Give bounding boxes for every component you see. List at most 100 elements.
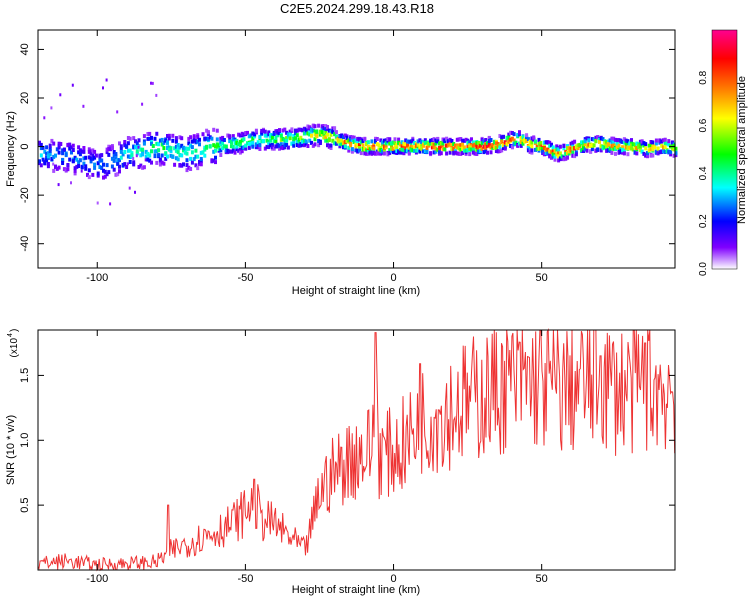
spectrogram-cell	[310, 133, 313, 138]
spectrogram-cell	[487, 142, 491, 147]
spectrogram-cell	[391, 146, 395, 151]
spectrogram-cell	[573, 154, 577, 159]
spectrogram-cell	[551, 152, 555, 157]
spectrogram-cell	[269, 143, 273, 148]
spectrogram-cell	[590, 147, 594, 152]
spectrogram-cell	[544, 140, 548, 145]
spectrogram-cell	[354, 148, 358, 153]
spectrogram-cell	[226, 148, 230, 153]
spectrogram-cell	[416, 139, 420, 144]
spectrogram-cell	[534, 147, 537, 152]
spectrogram-cell	[77, 164, 81, 168]
spectrogram-cell	[189, 143, 193, 148]
spectrogram-cell	[603, 145, 607, 150]
spectrogram-cell	[228, 149, 232, 154]
spectrogram-cell	[672, 147, 676, 152]
spectrogram-cell	[409, 139, 413, 144]
spectrogram-cell	[432, 143, 436, 147]
spectrogram-cell	[247, 141, 251, 146]
spectrogram-cell	[382, 138, 386, 143]
spectrogram-cell	[240, 145, 244, 150]
spectrogram-cell	[114, 152, 118, 156]
spectrogram-cell	[102, 86, 104, 90]
spectrogram-cell	[123, 162, 127, 167]
spectrogram-cell	[574, 144, 578, 149]
spectrogram-cell	[295, 128, 299, 133]
spectrogram-cell	[571, 150, 575, 155]
spectrogram-cell	[610, 150, 614, 155]
spectrogram-cell	[594, 135, 598, 140]
spectrogram-cell	[544, 150, 548, 155]
spectrogram-cell	[340, 133, 344, 138]
spectrogram-cell	[105, 163, 109, 168]
spectrogram-x-tick-label: -50	[237, 272, 253, 284]
snr-y-label: SNR (10 * v/v)	[5, 415, 17, 485]
spectrogram-cell	[571, 146, 575, 151]
spectrogram-cell	[429, 141, 433, 146]
spectrogram-cell	[212, 158, 216, 163]
spectrogram-cell	[210, 158, 214, 163]
spectrogram-cell	[411, 145, 415, 150]
spectrogram-cell	[407, 151, 411, 156]
spectrogram-cell	[384, 143, 388, 148]
spectrogram-cell	[208, 144, 212, 149]
spectrogram-y-tick-label: -40	[19, 236, 31, 252]
spectrogram-cell	[461, 146, 465, 151]
spectrogram-cell	[276, 144, 280, 149]
spectrogram-cell	[370, 150, 374, 155]
spectrogram-cell	[388, 148, 392, 153]
spectrogram-cell	[468, 140, 472, 145]
spectrogram-cell	[502, 134, 505, 139]
spectrogram-cell	[270, 142, 274, 147]
spectrogram-cell	[182, 148, 185, 153]
spectrogram-cell	[352, 135, 356, 140]
spectrogram-cell	[254, 145, 258, 150]
spectrogram-cell	[244, 143, 248, 148]
spectrogram-cell	[477, 141, 481, 146]
spectrogram-cell	[377, 151, 381, 156]
spectrogram-cell	[317, 139, 321, 143]
spectrogram-cell	[402, 148, 406, 152]
spectrogram-cell	[466, 148, 470, 153]
spectrogram-cell	[411, 138, 415, 143]
spectrogram-cell	[100, 166, 104, 170]
spectrogram-cell	[450, 143, 454, 148]
spectrogram-cell	[608, 148, 612, 153]
spectrogram-cell	[610, 139, 614, 144]
spectrogram-cell	[198, 142, 201, 147]
spectrogram-cell	[647, 148, 651, 153]
spectrogram-cell	[553, 154, 557, 159]
spectrogram-cell	[139, 147, 143, 152]
spectrogram-cell	[612, 140, 616, 145]
spectrogram-cell	[644, 153, 648, 158]
spectrogram-cell	[205, 144, 209, 149]
spectrogram-cell	[70, 145, 73, 150]
spectrogram-cell	[514, 141, 518, 146]
spectrogram-cell	[439, 151, 443, 156]
spectrogram-cell	[619, 150, 623, 154]
spectrogram-cell	[276, 133, 280, 138]
spectrogram-cell	[262, 139, 265, 144]
spectrogram-cell	[178, 135, 182, 140]
spectrogram-cell	[375, 142, 379, 147]
spectrogram-cell	[235, 144, 239, 149]
spectrogram-cell	[647, 143, 651, 148]
spectrogram-cell	[452, 146, 456, 151]
snr-multiplier-exponent: 4	[7, 333, 14, 337]
spectrogram-cell	[507, 132, 511, 137]
spectrogram-cell	[397, 149, 401, 154]
spectrogram-cell	[84, 155, 88, 160]
spectrogram-cell	[242, 145, 246, 150]
spectrogram-cell	[75, 157, 79, 162]
spectrogram-cell	[564, 156, 568, 161]
spectrogram-cell	[562, 157, 566, 162]
spectrogram-cell	[180, 136, 184, 141]
spectrogram-cell	[274, 129, 278, 134]
spectrogram-cell	[150, 135, 153, 140]
spectrogram-cell	[285, 138, 289, 143]
spectrogram-cell	[228, 134, 232, 139]
spectrogram-cell	[436, 147, 440, 152]
spectrogram-cell	[80, 169, 83, 173]
spectrogram-cell	[55, 147, 59, 152]
spectrogram-cell	[61, 161, 65, 165]
